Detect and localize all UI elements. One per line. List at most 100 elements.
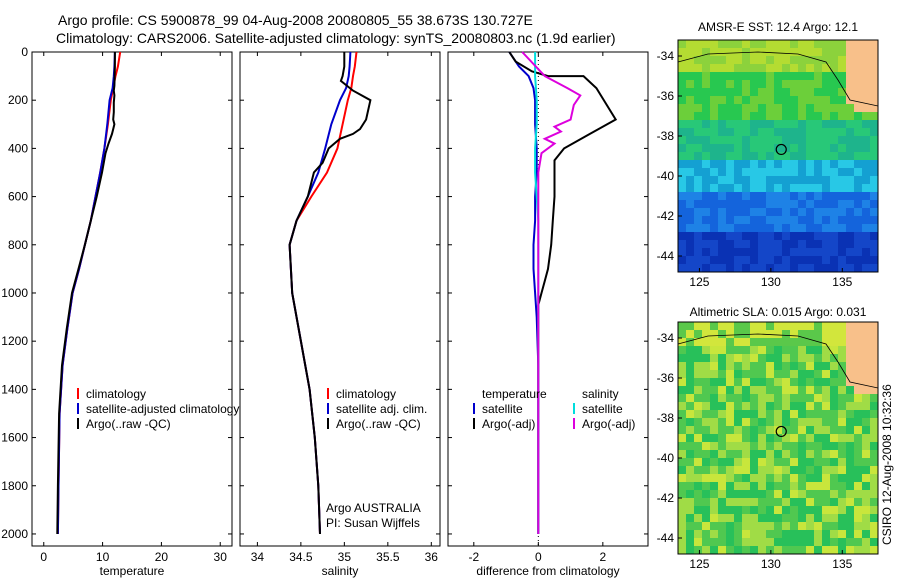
heatmap-cell [846, 176, 854, 184]
heatmap-cell [806, 56, 814, 64]
heatmap-cell [694, 176, 702, 184]
heatmap-cell [806, 346, 814, 354]
y-tick-label: -36 [657, 371, 675, 385]
heatmap-cell [774, 426, 782, 434]
heatmap-cell [758, 434, 766, 442]
heatmap-cell [710, 96, 718, 104]
heatmap-cell [710, 160, 718, 168]
heatmap-cell [758, 136, 766, 144]
heatmap-cell [702, 216, 710, 224]
heatmap-cell [686, 442, 694, 450]
heatmap-cell [790, 474, 798, 482]
legend-label: satellite-adjusted climatology [86, 402, 239, 416]
heatmap-cell [766, 458, 774, 466]
heatmap-cell [806, 224, 814, 232]
heatmap-cell [854, 256, 862, 264]
heatmap-cell [734, 346, 742, 354]
heatmap-cell [710, 232, 718, 240]
heatmap-cell [726, 136, 734, 144]
heatmap-cell [702, 232, 710, 240]
heatmap-cell [710, 394, 718, 402]
heatmap-cell [830, 264, 838, 272]
heatmap-cell [686, 490, 694, 498]
heatmap-cell [694, 322, 702, 330]
heatmap-cell [766, 80, 774, 88]
heatmap-cell [678, 362, 686, 370]
heatmap-cell [734, 330, 742, 338]
heatmap-cell [678, 224, 686, 232]
heatmap-cell [758, 64, 766, 72]
heatmap-cell [814, 144, 822, 152]
heatmap-cell [822, 264, 830, 272]
heatmap-cell [814, 506, 822, 514]
heatmap-cell [758, 482, 766, 490]
heatmap-cell [734, 394, 742, 402]
heatmap-cell [798, 184, 806, 192]
heatmap-cell [798, 104, 806, 112]
heatmap-cell [742, 240, 750, 248]
heatmap-cell [774, 144, 782, 152]
heatmap-cell [782, 72, 790, 80]
heatmap-cell [822, 330, 830, 338]
heatmap-cell [846, 322, 854, 330]
heatmap-cell [678, 136, 686, 144]
heatmap-cell [678, 200, 686, 208]
heatmap-cell [750, 466, 758, 474]
heatmap-cell [694, 386, 702, 394]
heatmap-cell [710, 522, 718, 530]
heatmap-cell [758, 264, 766, 272]
heatmap-cell [766, 442, 774, 450]
heatmap-cell [726, 466, 734, 474]
heatmap-cell [726, 56, 734, 64]
heatmap-cell [710, 240, 718, 248]
heatmap-cell [702, 208, 710, 216]
heatmap-cell [766, 240, 774, 248]
heatmap-cell [870, 216, 878, 224]
heatmap-cell [806, 498, 814, 506]
heatmap-cell [814, 434, 822, 442]
heatmap-cell [822, 64, 830, 72]
heatmap-cell [726, 120, 734, 128]
heatmap-cell [862, 330, 870, 338]
heatmap-cell [846, 256, 854, 264]
heatmap-cell [718, 136, 726, 144]
heatmap-cell [806, 264, 814, 272]
heatmap-cell [854, 330, 862, 338]
heatmap-cell [686, 144, 694, 152]
heatmap-cell [678, 112, 686, 120]
heatmap-cell [798, 64, 806, 72]
heatmap-cell [798, 72, 806, 80]
heatmap-cell [774, 522, 782, 530]
y-tick-label: 1400 [1, 382, 28, 396]
heatmap-cell [814, 176, 822, 184]
heatmap-cell [766, 64, 774, 72]
heatmap-cell [862, 546, 870, 554]
heatmap-cell [702, 514, 710, 522]
heatmap-cell [814, 192, 822, 200]
heatmap-cell [790, 370, 798, 378]
annotation-text: Argo AUSTRALIA [326, 501, 421, 515]
heatmap-cell [710, 466, 718, 474]
heatmap-cell [798, 474, 806, 482]
heatmap-cell [750, 450, 758, 458]
heatmap-cell [766, 264, 774, 272]
heatmap-cell [862, 40, 870, 48]
heatmap-cell [734, 152, 742, 160]
heatmap-cell [790, 466, 798, 474]
heatmap-cell [734, 378, 742, 386]
heatmap-cell [846, 338, 854, 346]
plot-frame [31, 51, 233, 547]
heatmap-cell [822, 322, 830, 330]
heatmap-cell [750, 128, 758, 136]
heatmap-cell [678, 514, 686, 522]
heatmap-cell [750, 144, 758, 152]
legend-label: climatology [86, 387, 146, 401]
heatmap-cell [758, 346, 766, 354]
heatmap-cell [710, 136, 718, 144]
heatmap-cell [750, 442, 758, 450]
heatmap-cell [766, 362, 774, 370]
heatmap-cell [678, 64, 686, 72]
heatmap-cell [806, 450, 814, 458]
heatmap-cell [686, 354, 694, 362]
heatmap-cell [686, 192, 694, 200]
